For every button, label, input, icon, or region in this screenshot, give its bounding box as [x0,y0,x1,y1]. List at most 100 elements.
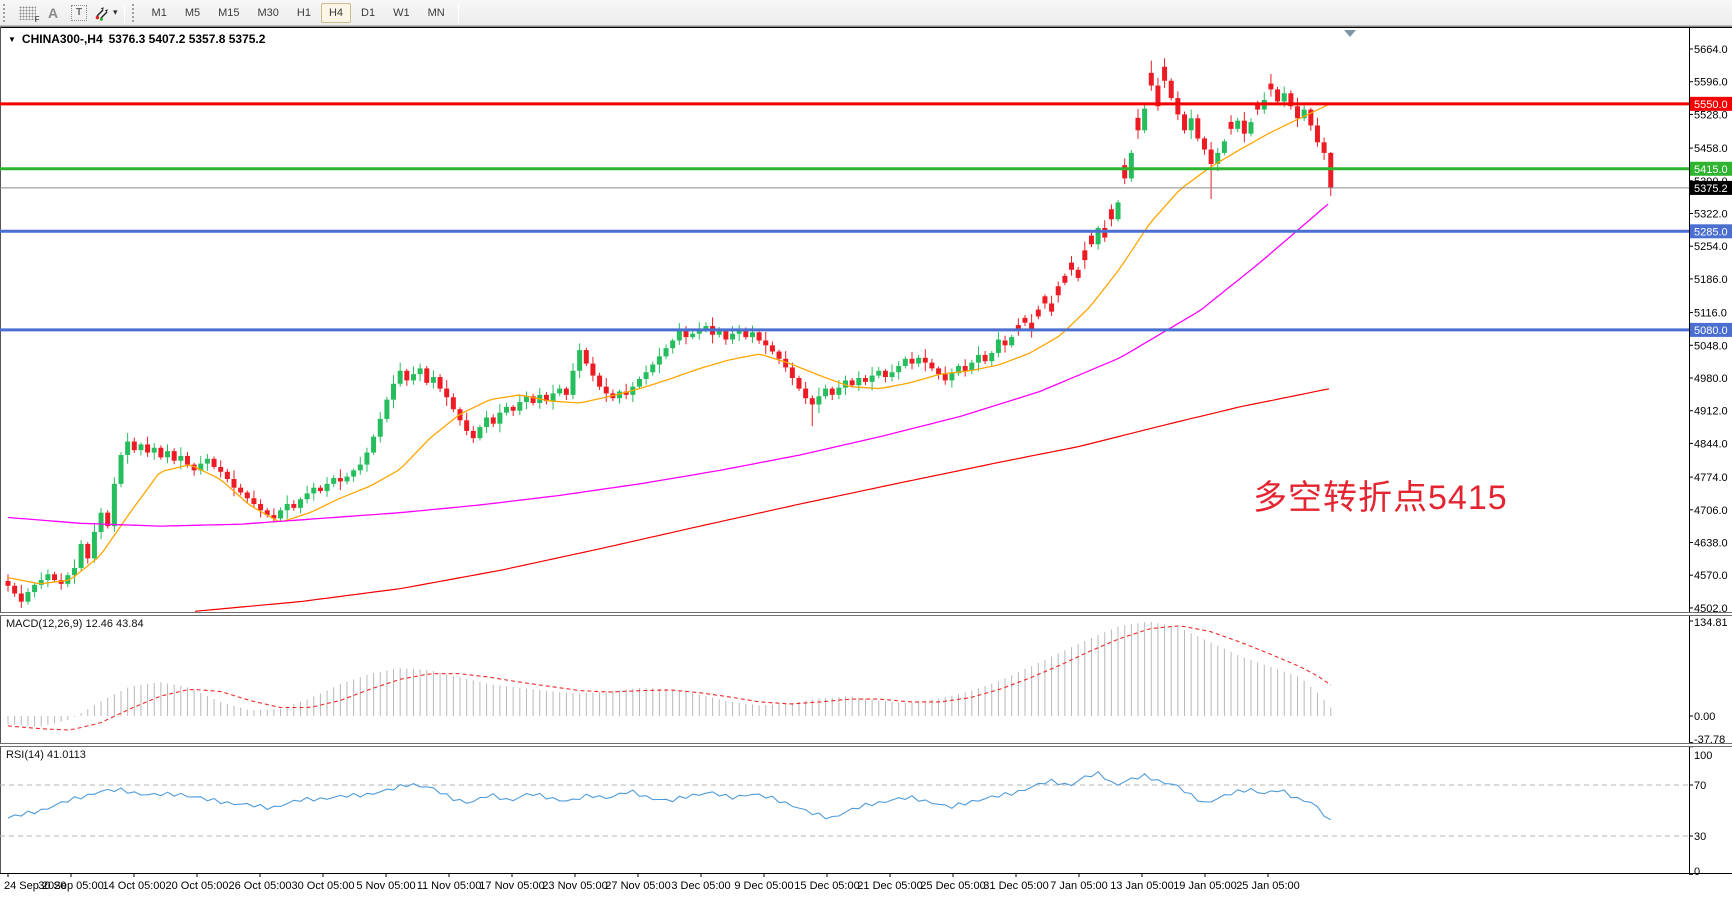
chevron-down-icon: ▾ [113,7,118,17]
text-label-icon[interactable]: A [42,3,64,23]
svg-text:4502.0: 4502.0 [1694,603,1728,615]
annotation-text: 多空转折点5415 [1253,479,1508,517]
price-badge-5415.0: 5415.0 [1690,161,1732,176]
text-label-icon-glyph: A [47,4,59,21]
svg-text:5 Nov 05:00: 5 Nov 05:00 [356,880,415,892]
svg-text:5116.0: 5116.0 [1694,308,1727,320]
symbol-period-label: CHINA300-,H4 [21,32,103,46]
current-price-badge: 5375.2 [1690,180,1732,195]
svg-text:5596.0: 5596.0 [1694,77,1728,89]
toolbar-grip[interactable] [3,3,10,22]
svg-text:14 Oct 05:00: 14 Oct 05:00 [103,880,166,892]
timeframe-button-group: M1 M5 M15 M30 H1 H4 D1 W1 MN [143,2,454,23]
svg-text:25 Dec 05:00: 25 Dec 05:00 [920,880,985,892]
svg-text:5254.0: 5254.0 [1694,241,1728,253]
collapse-triangle-icon[interactable]: ▼ [8,34,16,44]
timeframe-toolbar-grip[interactable] [131,3,139,22]
svg-text:0.00: 0.00 [1694,711,1715,723]
timeframe-button-M5[interactable]: M5 [184,6,201,19]
timeframe-button-H4[interactable]: H4 [320,2,352,23]
svg-text:5186.0: 5186.0 [1694,274,1728,286]
ma-fast-line [7,104,1329,585]
toolbar-separator-2 [457,2,459,23]
svg-text:4706.0: 4706.0 [1694,505,1728,517]
svg-text:9 Dec 05:00: 9 Dec 05:00 [734,880,793,892]
rsi-panel: 100 70 30 0 [0,746,1712,878]
text-tool-icon-glyph: T [71,4,87,21]
rsi-line [7,770,1332,821]
svg-text:0: 0 [1694,866,1700,878]
timeframe-button-D1[interactable]: D1 [361,6,376,19]
svg-text:11 Nov 05:00: 11 Nov 05:00 [417,880,482,892]
svg-text:5322.0: 5322.0 [1694,209,1728,221]
svg-text:4638.0: 4638.0 [1694,538,1728,550]
timeframe-button-M30[interactable]: M30 [257,6,279,19]
svg-text:4774.0: 4774.0 [1694,472,1728,484]
svg-text:26 Oct 05:00: 26 Oct 05:00 [229,880,292,892]
svg-text:20 Oct 05:00: 20 Oct 05:00 [166,880,229,892]
toolbar-separator [123,2,125,23]
svg-text:15 Dec 05:00: 15 Dec 05:00 [794,880,859,892]
macd-signal-line [7,625,1332,731]
svg-text:7 Jan 05:00: 7 Jan 05:00 [1050,880,1108,892]
svg-text:30 Oct 05:00: 30 Oct 05:00 [292,880,355,892]
svg-text:5550.0: 5550.0 [1694,99,1728,111]
timeframe-button-MN[interactable]: MN [427,6,445,19]
price-axis: 5664.05596.05528.05458.05390.05322.05254… [1689,44,1732,615]
price-badge-5285.0: 5285.0 [1690,224,1732,239]
svg-text:5458.0: 5458.0 [1694,143,1728,155]
svg-text:5048.0: 5048.0 [1694,340,1728,352]
svg-text:19 Jan 05:00: 19 Jan 05:00 [1173,880,1237,892]
svg-text:5664.0: 5664.0 [1694,44,1728,56]
timeframe-button-M15[interactable]: M15 [218,6,240,19]
rsi-indicator-label: RSI(14) 41.0113 [6,749,86,761]
main-price-panel [0,58,1689,612]
timeframe-button-M1[interactable]: M1 [151,6,167,19]
text-tool-icon[interactable]: T [68,3,90,23]
arrows-icon [95,6,108,21]
svg-text:4570.0: 4570.0 [1694,570,1728,582]
timeframe-button-W1[interactable]: W1 [393,6,410,19]
svg-text:100: 100 [1694,750,1712,762]
svg-text:5285.0: 5285.0 [1694,226,1728,238]
svg-text:4844.0: 4844.0 [1694,438,1728,450]
svg-text:3 Dec 05:00: 3 Dec 05:00 [671,880,730,892]
ma-mid-line [7,203,1329,527]
svg-text:134.81: 134.81 [1694,617,1728,629]
svg-text:24 Sep 2020: 24 Sep 2020 [4,880,66,892]
price-badge-5080.0: 5080.0 [1690,322,1732,337]
chart-window: ▼ CHINA300-,H4 5376.3 5407.2 5357.8 5375… [0,26,1732,893]
chart-title: ▼ CHINA300-,H4 5376.3 5407.2 5357.8 5375… [8,32,265,46]
svg-text:4980.0: 4980.0 [1694,373,1728,385]
svg-text:5415.0: 5415.0 [1694,164,1728,176]
chart-canvas[interactable]: 5664.05596.05528.05458.05390.05322.05254… [0,27,1732,894]
svg-text:5375.2: 5375.2 [1694,183,1728,195]
svg-text:70: 70 [1694,780,1706,792]
svg-text:27 Nov 05:00: 27 Nov 05:00 [605,880,670,892]
arrows-dropdown[interactable]: ▾ [94,3,118,23]
svg-text:30 Sep 05:00: 30 Sep 05:00 [38,880,103,892]
timeframe-button-H1[interactable]: H1 [296,6,311,19]
svg-text:21 Dec 05:00: 21 Dec 05:00 [857,880,922,892]
svg-text:31 Dec 05:00: 31 Dec 05:00 [983,880,1048,892]
svg-text:23 Nov 05:00: 23 Nov 05:00 [542,880,607,892]
macd-indicator-label: MACD(12,26,9) 12.46 43.84 [6,618,144,630]
macd-panel: 134.810.00-37.78 [7,617,1728,746]
svg-text:4912.0: 4912.0 [1694,406,1728,418]
price-badge-5550.0: 5550.0 [1690,96,1732,111]
panel-separator-rsi[interactable] [0,743,1732,747]
top-toolbar: F A T ▾ M1 M5 M15 M30 H1 H4 D1 W1 MN [0,0,1732,26]
svg-text:17 Nov 05:00: 17 Nov 05:00 [479,880,544,892]
svg-text:30: 30 [1694,831,1706,843]
candlestick-series [5,58,1334,608]
grid-f-icon-label: F [34,14,40,24]
svg-text:5080.0: 5080.0 [1694,325,1728,337]
ma-slow-line [194,388,1330,612]
chart-shift-marker[interactable] [1344,30,1356,37]
svg-text:13 Jan 05:00: 13 Jan 05:00 [1110,880,1174,892]
grid-f-icon[interactable]: F [16,3,40,24]
svg-text:5528.0: 5528.0 [1694,109,1728,121]
ohlc-values: 5376.3 5407.2 5357.8 5375.2 [108,32,266,46]
panel-separator-macd[interactable] [0,612,1732,616]
